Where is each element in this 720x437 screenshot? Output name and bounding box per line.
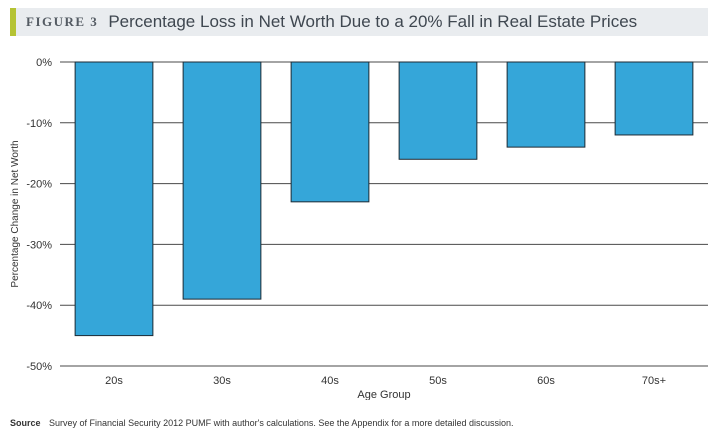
bar-40s [290, 61, 370, 203]
y-axis-label: Percentage Change in Net Worth [10, 140, 21, 287]
y-tick-label: 0% [36, 57, 52, 69]
y-tick-label: -30% [26, 239, 52, 251]
figure-title-bar: FIGURE 3 Percentage Loss in Net Worth Du… [10, 8, 708, 36]
bar-60s [506, 61, 586, 148]
bar-50s [398, 61, 478, 160]
source-text: Survey of Financial Security 2012 PUMF w… [49, 418, 514, 428]
x-tick-label: 50s [429, 375, 447, 387]
bar-chart: 0% -10% -20% -30% -40% -50% 20s 30s 40s 50s 60s 70… [10, 57, 708, 400]
y-tick-label: -40% [26, 300, 52, 312]
x-tick-label: 30s [213, 375, 231, 387]
x-axis-label: Age Group [357, 389, 410, 400]
x-tick-labels: 20s 30s 40s 50s 60s 70s+ [105, 375, 666, 387]
y-tick-label: -10% [26, 118, 52, 130]
y-tick-labels: 0% -10% -20% -30% -40% -50% [26, 57, 52, 373]
bar-70s [614, 61, 694, 136]
y-tick-label: -20% [26, 179, 52, 191]
x-tick-label: 20s [105, 375, 123, 387]
bar-20s [74, 61, 154, 337]
x-tick-label: 40s [321, 375, 339, 387]
gridlines [60, 61, 708, 367]
figure-title: Percentage Loss in Net Worth Due to a 20… [108, 12, 638, 31]
bar-30s [182, 61, 262, 300]
title-accent-stripe [10, 8, 16, 36]
x-tick-label: 60s [537, 375, 555, 387]
source-label: Source [10, 418, 41, 428]
bars [74, 61, 694, 337]
figure-label: FIGURE 3 [26, 14, 99, 29]
x-tick-label: 70s+ [642, 375, 666, 387]
y-tick-label: -50% [26, 361, 52, 373]
source-note: Source Survey of Financial Security 2012… [10, 418, 514, 428]
